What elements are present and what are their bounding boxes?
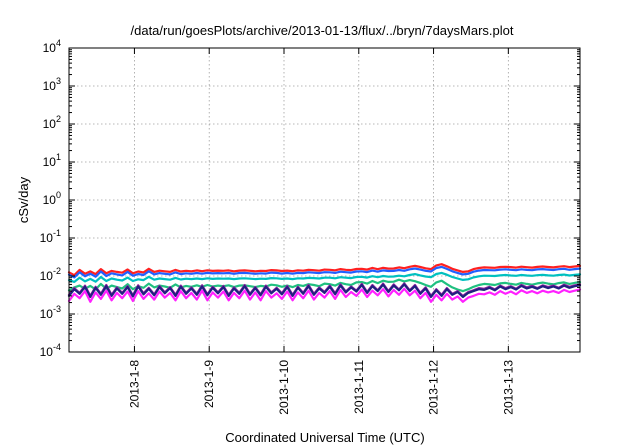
x-axis-label: Coordinated Universal Time (UTC): [225, 430, 424, 445]
y-tick-label: 101: [43, 152, 61, 169]
y-tick-base: 10: [40, 307, 54, 321]
gridlines: [69, 48, 580, 352]
x-tick-label: 2013-1-8: [127, 360, 141, 408]
y-tick-exponent: 2: [56, 114, 61, 124]
series-line-7: [67, 287, 582, 303]
y-tick-exponent: -1: [53, 228, 61, 238]
y-tick-base: 10: [43, 193, 57, 207]
series-line-2: [67, 265, 582, 279]
y-tick-exponent: 1: [56, 152, 61, 162]
y-tick-base: 10: [40, 269, 54, 283]
x-tick-label: 2013-1-10: [277, 360, 291, 415]
y-tick-label: 10-1: [40, 228, 61, 245]
series-line-6: [67, 283, 582, 299]
y-tick-base: 10: [43, 79, 57, 93]
chart-title: /data/run/goesPlots/archive/2013-01-13/f…: [131, 23, 514, 38]
series-line-4: [67, 278, 582, 293]
x-tick-label: 2013-1-13: [501, 360, 515, 415]
y-tick-label: 10-2: [40, 266, 61, 283]
y-tick-label: 10-4: [40, 342, 61, 359]
y-tick-exponent: -4: [53, 342, 61, 352]
y-tick-base: 10: [43, 41, 57, 55]
x-tick-label: 2013-1-12: [427, 360, 441, 415]
y-tick-exponent: -3: [53, 304, 61, 314]
series-lines: [67, 263, 582, 303]
x-tick-label: 2013-1-11: [352, 360, 366, 414]
series-line-3: [67, 271, 582, 283]
y-tick-exponent: 3: [56, 76, 61, 86]
y-tick-base: 10: [43, 155, 57, 169]
y-tick-base: 10: [40, 345, 54, 359]
y-tick-base: 10: [40, 231, 54, 245]
y-tick-exponent: 0: [56, 190, 61, 200]
y-tick-exponent: -2: [53, 266, 61, 276]
x-tick-labels: 2013-1-8 2013-1-9 2013-1-10 2013-1-11 2013-1…: [127, 360, 515, 415]
y-axis-label: cSv/day: [16, 176, 31, 223]
y-tick-base: 10: [43, 117, 57, 131]
y-tick-label: 100: [43, 190, 61, 207]
axis-ticks: [69, 47, 580, 353]
y-tick-label: 103: [43, 76, 61, 93]
y-tick-label: 104: [43, 38, 61, 55]
y-tick-label: 10-3: [40, 304, 61, 321]
y-tick-exponent: 4: [56, 38, 61, 48]
y-tick-label: 102: [43, 114, 61, 131]
series-line-1: [67, 263, 582, 277]
x-tick-label: 2013-1-9: [202, 360, 216, 408]
